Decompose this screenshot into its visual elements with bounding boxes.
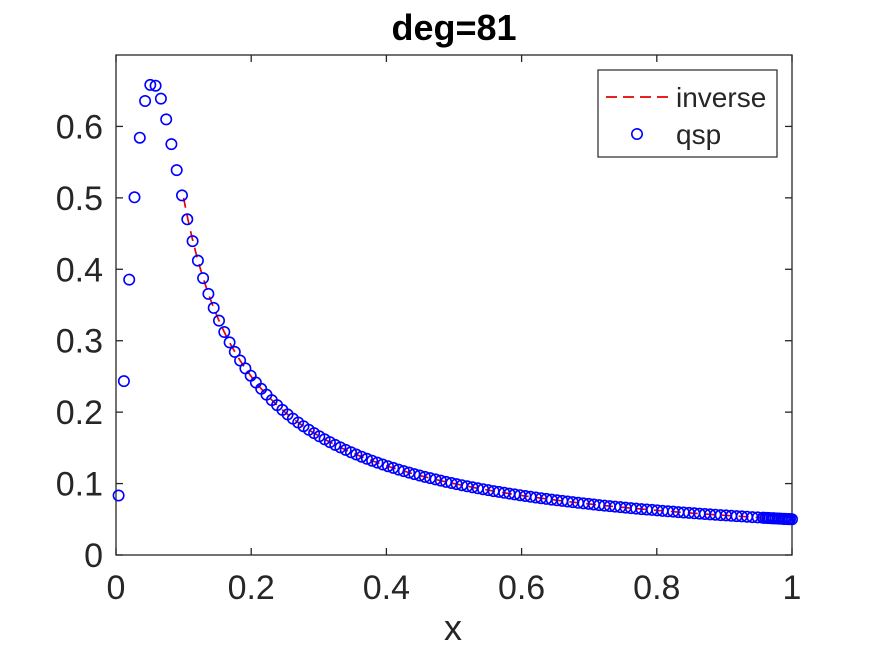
qsp-marker [139,95,152,108]
qsp-marker [165,138,178,151]
legend-item-qsp: qsp [630,119,721,150]
series-inverse-line [182,197,792,521]
qsp-marker [387,461,400,474]
x-axis-tick-labels: 0 0.2 0.4 0.6 0.8 1 [107,569,802,607]
qsp-marker [123,273,136,286]
qsp-marker [360,452,373,465]
qsp-marker [112,489,125,502]
y-tick-label-0.3: 0.3 [56,323,103,361]
qsp-marker [160,113,173,126]
legend: inverse qsp [597,69,778,158]
qsp-marker [191,254,204,267]
inverse-curve [182,197,792,521]
qsp-marker [350,448,363,461]
qsp-marker [213,314,226,327]
y-axis-tick-labels: 0 0.1 0.2 0.3 0.4 0.5 0.6 [56,108,103,575]
qsp-marker [381,460,394,473]
x-tick-label-1: 1 [783,569,802,607]
x-tick-label-0.8: 0.8 [633,569,680,607]
y-tick-label-0.2: 0.2 [56,394,103,432]
x-tick-label-0: 0 [107,569,126,607]
qsp-marker [355,450,368,463]
x-tick-label-0.4: 0.4 [363,569,410,607]
y-tick-label-0.6: 0.6 [56,108,103,146]
chart-title: deg=81 [391,7,516,48]
qsp-marker [207,301,220,314]
qsp-marker [366,454,379,467]
qsp-marker [397,465,410,478]
qsp-marker [403,466,416,479]
qsp-marker [133,131,146,144]
qsp-marker [239,362,252,375]
series-qsp-markers [112,78,798,526]
qsp-marker [228,345,241,358]
circle-marker-swatch [630,128,643,141]
qsp-marker [181,213,194,226]
qsp-marker [186,235,199,248]
legend-item-inverse: inverse [606,82,766,113]
x-tick-label-0.2: 0.2 [228,569,275,607]
qsp-marker [144,78,157,91]
qsp-marker [154,92,167,105]
qsp-marker [197,272,210,285]
axes-box [115,54,793,556]
qsp-marker [128,191,141,204]
y-tick-label-0: 0 [84,537,103,575]
x-axis-label: x [444,607,462,648]
y-tick-label-0.1: 0.1 [56,466,103,504]
legend-label-inverse: inverse [676,82,766,113]
qsp-marker [392,463,405,476]
qsp-marker [785,513,798,526]
qsp-marker [149,79,162,92]
legend-label-qsp: qsp [676,119,721,150]
qsp-marker [176,189,189,202]
qsp-marker [117,375,130,388]
qsp-marker [170,164,183,177]
qsp-marker [202,287,215,300]
plot-axes [115,54,793,556]
qsp-marker [344,446,357,459]
qsp-marker [371,456,384,469]
y-tick-label-0.5: 0.5 [56,180,103,218]
qsp-marker [376,458,389,471]
legend-border [597,69,778,158]
qsp-marker [218,325,231,338]
y-tick-label-0.4: 0.4 [56,251,103,289]
x-tick-label-0.6: 0.6 [498,569,545,607]
qsp-marker [223,336,236,349]
